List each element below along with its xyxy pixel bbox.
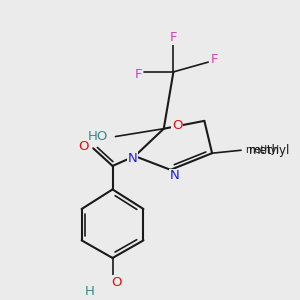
Text: O: O (78, 140, 88, 153)
Text: F: F (210, 53, 218, 66)
Text: O: O (111, 276, 122, 289)
Text: HO: HO (87, 130, 108, 143)
Text: methyl: methyl (249, 144, 290, 157)
Text: N: N (128, 152, 138, 165)
Text: F: F (170, 31, 177, 44)
Text: O: O (172, 119, 182, 132)
Text: F: F (135, 68, 142, 81)
Text: methyl: methyl (245, 145, 279, 155)
Text: N: N (169, 169, 179, 182)
Text: H: H (84, 285, 94, 298)
